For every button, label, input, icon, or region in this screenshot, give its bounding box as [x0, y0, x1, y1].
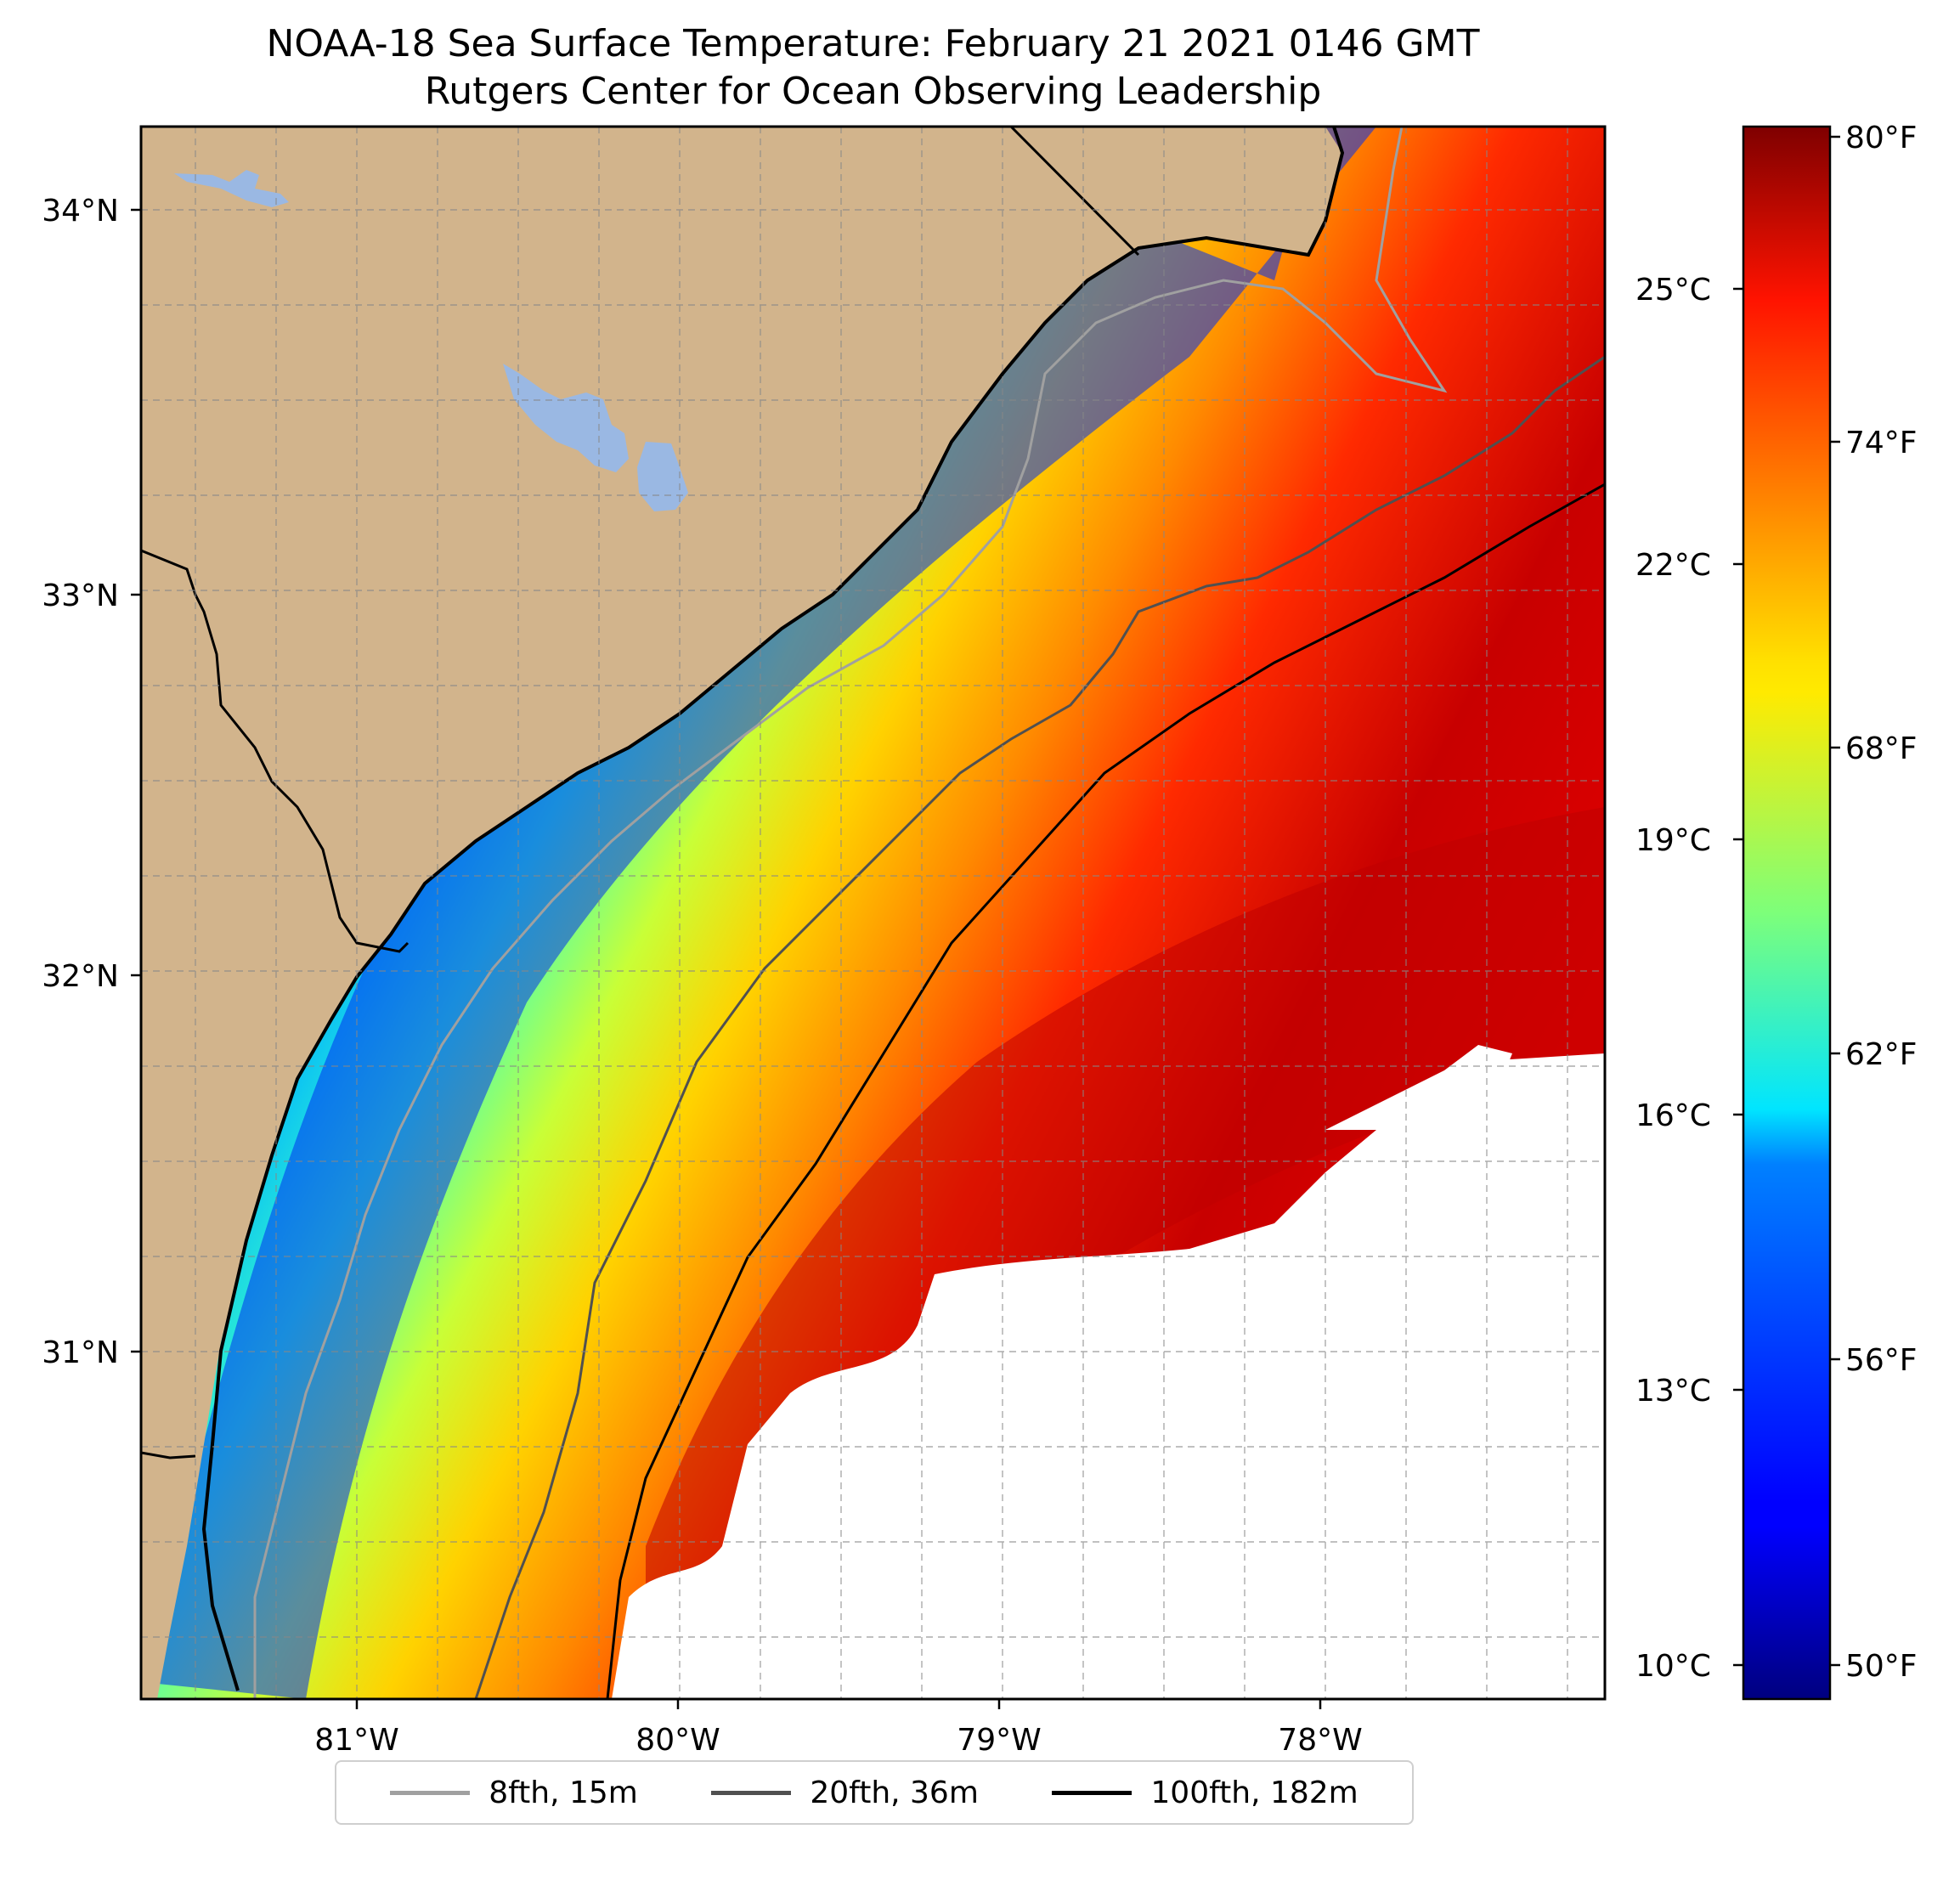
graticule — [141, 127, 1605, 1699]
isobath-20fth — [474, 355, 1605, 1699]
lake — [174, 170, 289, 207]
isobath-legend: 8fth, 15m 20fth, 36m 100fth, 182m — [335, 1760, 1414, 1825]
colorbar-fahrenheit-label: 56°F — [1845, 1343, 1918, 1378]
land-mass — [141, 127, 1342, 1699]
legend-item: 8fth, 15m — [390, 1776, 638, 1810]
colorbar-fahrenheit-label: 74°F — [1845, 426, 1918, 460]
colorbar-celsius-label: 19°C — [1635, 823, 1711, 858]
colorbar-celsius-label: 16°C — [1635, 1098, 1711, 1133]
lake — [503, 364, 629, 472]
colorbar-celsius-label: 25°C — [1635, 273, 1711, 308]
legend-line-swatch — [1052, 1790, 1133, 1795]
colorbar-fahrenheit-label: 62°F — [1845, 1037, 1918, 1072]
lat-tick-label: 33°N — [42, 579, 119, 613]
colorbar-celsius-label: 13°C — [1635, 1374, 1711, 1409]
colorbar-fahrenheit-label: 50°F — [1845, 1649, 1918, 1684]
map-title: NOAA-18 Sea Surface Temperature: Februar… — [266, 22, 1480, 65]
legend-line-swatch — [390, 1790, 471, 1795]
legend-line-swatch — [711, 1790, 792, 1795]
map-frame — [139, 125, 1607, 1701]
colorbar-celsius-label: 22°C — [1635, 548, 1711, 583]
isobath-100fth — [606, 483, 1605, 1699]
gulf-stream-warm-core — [646, 807, 1605, 1699]
lon-tick-label: 78°W — [1278, 1723, 1362, 1758]
map-subtitle: Rutgers Center for Ocean Observing Leade… — [424, 70, 1322, 113]
isobath-8fth — [253, 127, 1448, 1699]
colorbar-celsius-label: 10°C — [1635, 1649, 1711, 1684]
colorbar-fahrenheit-label: 80°F — [1845, 121, 1918, 155]
colorbar-fahrenheit-label: 68°F — [1845, 731, 1918, 766]
legend-item: 20fth, 36m — [711, 1776, 979, 1810]
lon-tick-label: 79°W — [957, 1723, 1041, 1758]
lon-tick-label: 81°W — [314, 1723, 398, 1758]
legend-label: 100fth, 182m — [1150, 1775, 1358, 1810]
legend-item: 100fth, 182m — [1052, 1776, 1358, 1810]
colorbar — [1742, 125, 1832, 1701]
lat-tick-label: 31°N — [42, 1335, 119, 1370]
lon-tick-label: 80°W — [635, 1723, 720, 1758]
lat-tick-label: 32°N — [42, 959, 119, 994]
lake — [637, 442, 688, 511]
no-data-cloud-region — [612, 1053, 1605, 1699]
lat-tick-label: 34°N — [42, 194, 119, 229]
legend-label: 8fth, 15m — [489, 1775, 638, 1810]
legend-label: 20fth, 36m — [810, 1775, 979, 1810]
